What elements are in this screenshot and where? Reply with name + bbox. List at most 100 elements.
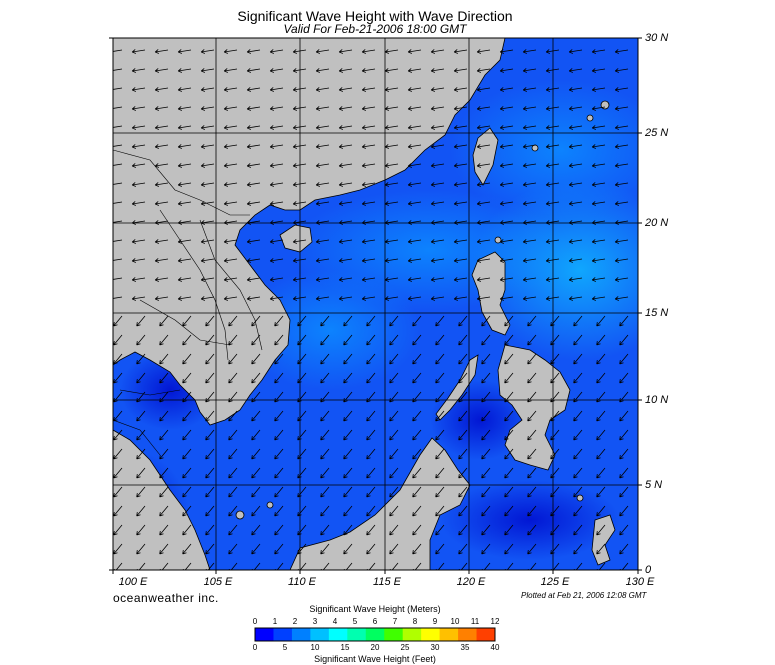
wave-arrow <box>320 315 330 327</box>
colorbar-swatch <box>421 628 441 641</box>
wave-arrow <box>407 125 422 130</box>
wave-arrow <box>177 49 192 54</box>
wave-arrow <box>389 334 399 346</box>
wave-arrow <box>619 524 629 536</box>
wave-arrow <box>384 239 399 244</box>
wave-arrow <box>591 49 606 54</box>
wave-arrow <box>315 182 330 187</box>
wave-arrow <box>619 448 629 460</box>
wave-arrow <box>596 334 606 346</box>
wave-arrow <box>476 182 491 187</box>
wave-arrow <box>228 353 238 365</box>
wave-arrow <box>435 524 445 536</box>
wave-arrow <box>228 315 238 327</box>
lon-label: 105 E <box>203 576 233 588</box>
wave-arrow <box>384 144 399 149</box>
colorbar-swatch <box>458 628 478 641</box>
wave-arrow <box>619 543 629 555</box>
wave-arrow <box>113 277 123 282</box>
wave-arrow <box>246 182 261 187</box>
wave-arrow <box>246 258 261 263</box>
wave-arrow <box>614 220 629 225</box>
wave-arrow <box>113 182 123 187</box>
wave-arrow <box>320 334 330 346</box>
borders <box>113 149 263 456</box>
wave-arrow <box>223 163 238 168</box>
wave-arrow <box>131 239 146 244</box>
wave-arrow <box>205 429 215 441</box>
wave-arrow <box>223 239 238 244</box>
wave-arrow <box>182 429 192 441</box>
wave-arrow <box>591 106 606 111</box>
wave-arrow <box>412 315 422 327</box>
wave-arrow <box>315 201 330 206</box>
wave-arrow <box>545 144 560 149</box>
wave-arrow <box>596 429 606 441</box>
lon-label: 125 E <box>540 576 570 588</box>
wave-arrow <box>458 486 468 498</box>
wave-arrow <box>389 543 399 555</box>
wave-arrow <box>384 296 399 301</box>
low-wave-zone <box>440 480 620 560</box>
wave-arrow <box>297 543 307 555</box>
wave-arrow <box>274 334 284 346</box>
wave-arrow <box>205 467 215 479</box>
wave-arrow <box>136 353 146 365</box>
wave-arrow <box>361 87 376 92</box>
wave-arrow <box>251 372 261 384</box>
wave-arrow <box>223 125 238 130</box>
wave-arrow <box>315 163 330 168</box>
lat-label: 25 N <box>645 127 669 139</box>
wave-arrow <box>407 144 422 149</box>
colorbar-swatch <box>255 628 274 641</box>
wave-arrow <box>274 486 284 498</box>
wave-arrow <box>113 125 123 130</box>
wave-arrow <box>320 429 330 441</box>
wave-arrow <box>573 486 583 498</box>
wave-arrow <box>591 182 606 187</box>
wave-arrow <box>614 239 629 244</box>
wave-arrow <box>361 106 376 111</box>
wave-arrow <box>407 106 422 111</box>
lon-label: 115 E <box>373 576 401 588</box>
wave-arrow <box>205 315 215 327</box>
wave-arrow <box>550 372 560 384</box>
wave-arrow <box>223 277 238 282</box>
wave-arrow <box>154 296 169 301</box>
wave-arrow <box>251 410 261 422</box>
wave-arrow <box>338 87 353 92</box>
wave-arrow <box>315 296 330 301</box>
wave-arrow <box>458 429 468 441</box>
wave-arrow <box>113 505 123 517</box>
wave-arrow <box>412 372 422 384</box>
wave-arrow <box>131 201 146 206</box>
wave-arrow <box>200 258 215 263</box>
wave-arrow <box>476 125 491 130</box>
land <box>113 38 616 570</box>
wave-arrow <box>338 220 353 225</box>
wave-arrow <box>614 106 629 111</box>
wave-arrow <box>550 543 560 555</box>
wave-arrow <box>435 429 445 441</box>
wave-arrow <box>591 163 606 168</box>
wave-arrow <box>550 448 560 460</box>
wave-arrow <box>251 334 261 346</box>
wave-arrow <box>384 163 399 168</box>
wave-arrow <box>499 144 514 149</box>
legend-title-meters: Significant Wave Height (Meters) <box>309 604 441 614</box>
wave-arrow <box>205 391 215 403</box>
wave-arrow <box>205 486 215 498</box>
wave-arrow <box>458 410 468 422</box>
wave-arrow <box>366 429 376 441</box>
wave-arrow <box>596 467 606 479</box>
legend-tick-meters: 1 <box>272 617 278 626</box>
wave-arrow <box>315 258 330 263</box>
wave-arrow <box>550 505 560 517</box>
wave-arrow <box>228 372 238 384</box>
wave-arrow <box>297 372 307 384</box>
lat-label: 0 <box>645 564 652 576</box>
wave-arrow <box>389 353 399 365</box>
wave-arrow <box>481 467 491 479</box>
wave-arrow <box>412 486 422 498</box>
wave-arrow <box>591 87 606 92</box>
